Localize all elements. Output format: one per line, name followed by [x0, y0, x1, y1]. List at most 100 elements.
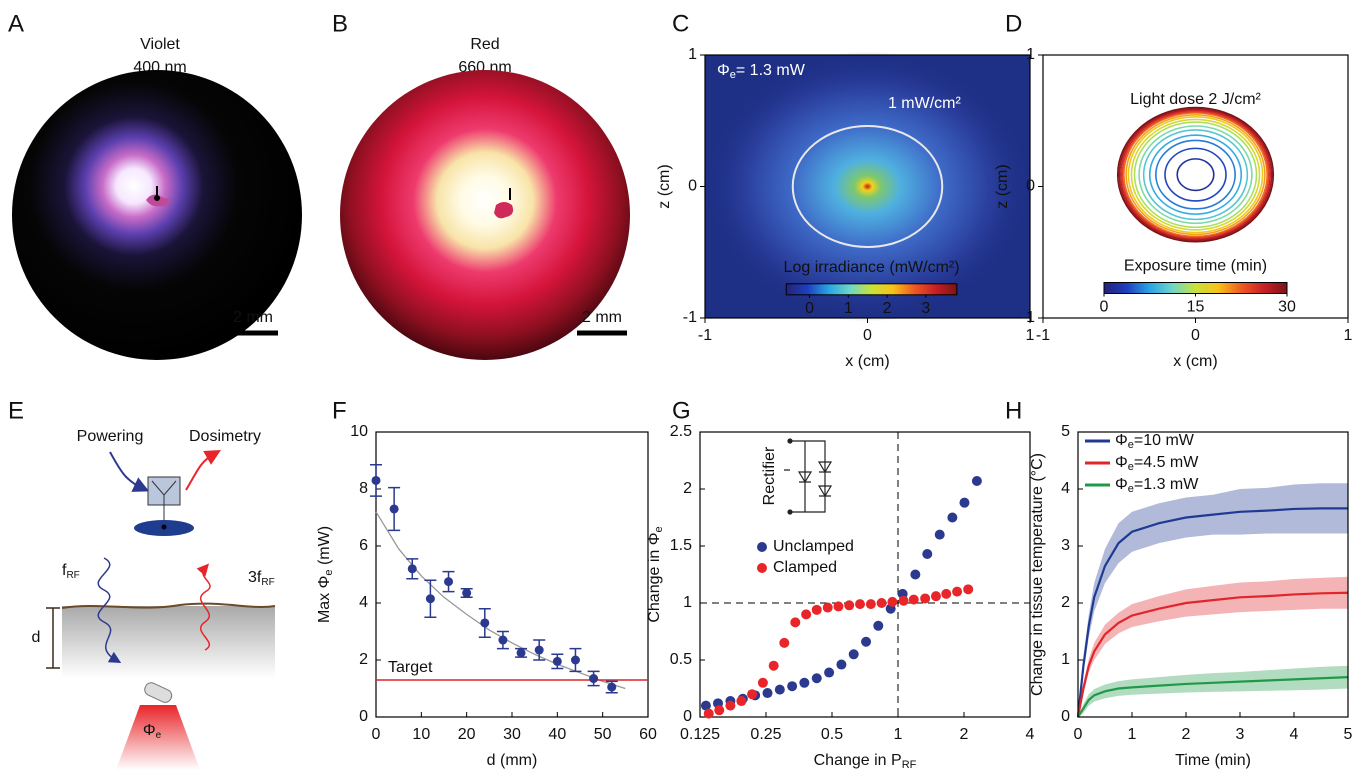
point	[822, 602, 833, 613]
x-axis-label: x (cm)	[1173, 353, 1217, 370]
y-tick-label: -1	[1021, 309, 1035, 326]
antenna-dot	[161, 524, 167, 530]
legend-label-sub: e	[1128, 483, 1134, 495]
annotation: Light dose 2 J/cm²	[1130, 91, 1261, 108]
legend-label-main: Φ	[1115, 454, 1128, 471]
depth-bracket	[46, 607, 60, 669]
x-tick-label: 4	[1026, 726, 1035, 743]
tissue-surface	[61, 602, 276, 609]
colorbar-label: Exposure time (min)	[1124, 258, 1267, 275]
scale-bar-label: 2 mm	[582, 309, 622, 326]
x-tick-label: 1	[1344, 327, 1353, 344]
point	[425, 594, 435, 604]
point	[498, 635, 508, 645]
x-tick-label: 0	[1191, 327, 1200, 344]
rectifier-inset	[784, 438, 833, 515]
rf-wave	[97, 557, 122, 664]
point	[898, 595, 909, 606]
contour	[1164, 147, 1227, 202]
legend-label-tail: =10 mW	[1134, 432, 1195, 449]
legend-marker	[757, 563, 767, 573]
x-tick-label: 3	[1236, 726, 1245, 743]
contour	[1118, 108, 1273, 242]
band	[1078, 665, 1348, 717]
x-tick-label: -1	[1036, 327, 1050, 344]
point	[824, 667, 835, 678]
colorbar	[1103, 281, 1288, 294]
point	[607, 682, 617, 692]
power-arrow	[109, 451, 150, 492]
device-dot	[154, 195, 160, 201]
contour	[1121, 110, 1270, 239]
band	[1078, 576, 1348, 717]
x-tick-label: 4	[1290, 726, 1299, 743]
panel-letter: E	[8, 397, 24, 424]
contour	[791, 125, 944, 248]
x-tick-label: 50	[594, 726, 612, 743]
y-tick-label: 10	[350, 423, 368, 440]
y-tick-label: 2	[359, 651, 368, 668]
label-part: Φ	[143, 722, 156, 739]
colorbar	[785, 283, 958, 296]
point	[801, 609, 812, 620]
y-tick-label: 8	[359, 480, 368, 497]
dosimetry-arrow	[185, 450, 221, 491]
x-tick-label: 0.25	[750, 726, 781, 743]
x-tick-label: 20	[458, 726, 476, 743]
x-tick-label: 0.5	[821, 726, 843, 743]
point	[480, 618, 490, 628]
inset-label: Rectifier	[761, 446, 778, 505]
label-part: f	[62, 562, 67, 579]
point	[876, 598, 887, 608]
point	[865, 599, 876, 610]
point	[959, 497, 970, 508]
y-tick-label: 0	[1061, 708, 1070, 725]
point	[779, 637, 790, 648]
y-axis-label: Change in tissue temperature (°C)	[1029, 453, 1046, 696]
point	[873, 620, 884, 631]
x-axis-label: Change in PRF	[814, 752, 917, 771]
colorbar-tick-label: 30	[1278, 299, 1296, 316]
y-axis-label: Change in Φe	[646, 526, 665, 622]
contour	[1130, 118, 1261, 231]
y-axis-label-sub: e	[323, 569, 335, 575]
point	[833, 601, 844, 612]
panel-letter: H	[1005, 397, 1022, 424]
colorbar-tick-label: 15	[1187, 299, 1205, 316]
contour	[1123, 112, 1268, 238]
line	[1076, 591, 1349, 718]
light-cone	[116, 705, 200, 770]
label-powering: Powering	[77, 428, 144, 445]
point	[910, 569, 921, 580]
point	[552, 656, 562, 666]
y-axis-label: z (cm)	[994, 164, 1011, 208]
label-3f-rf: 3fRF	[248, 569, 275, 587]
point	[774, 684, 785, 695]
legend-label-sub: e	[1128, 461, 1134, 473]
point	[887, 596, 898, 607]
photo-violet	[12, 70, 302, 360]
y-tick-label: 1	[683, 594, 692, 611]
harmonic-wave	[196, 563, 211, 651]
x-tick-label: 0	[863, 327, 872, 344]
point	[516, 648, 526, 658]
point	[811, 673, 822, 684]
label-phi: Φe	[143, 722, 162, 740]
point	[725, 700, 736, 711]
x-tick-label: 2	[1182, 726, 1191, 743]
contour	[1138, 125, 1253, 225]
point	[836, 659, 847, 670]
panel-letter: B	[332, 10, 348, 37]
point	[747, 689, 758, 700]
x-tick-label: 60	[639, 726, 657, 743]
contour	[1133, 121, 1258, 229]
y-tick-label: 1.5	[670, 537, 692, 554]
x-axis-label-sub: RF	[902, 759, 917, 771]
tissue	[62, 606, 275, 678]
contour	[1127, 116, 1264, 234]
legend-label-sub: e	[1128, 439, 1134, 451]
point	[952, 586, 963, 597]
panel-letter: F	[332, 397, 347, 424]
heatmap-blob	[702, 51, 1033, 322]
